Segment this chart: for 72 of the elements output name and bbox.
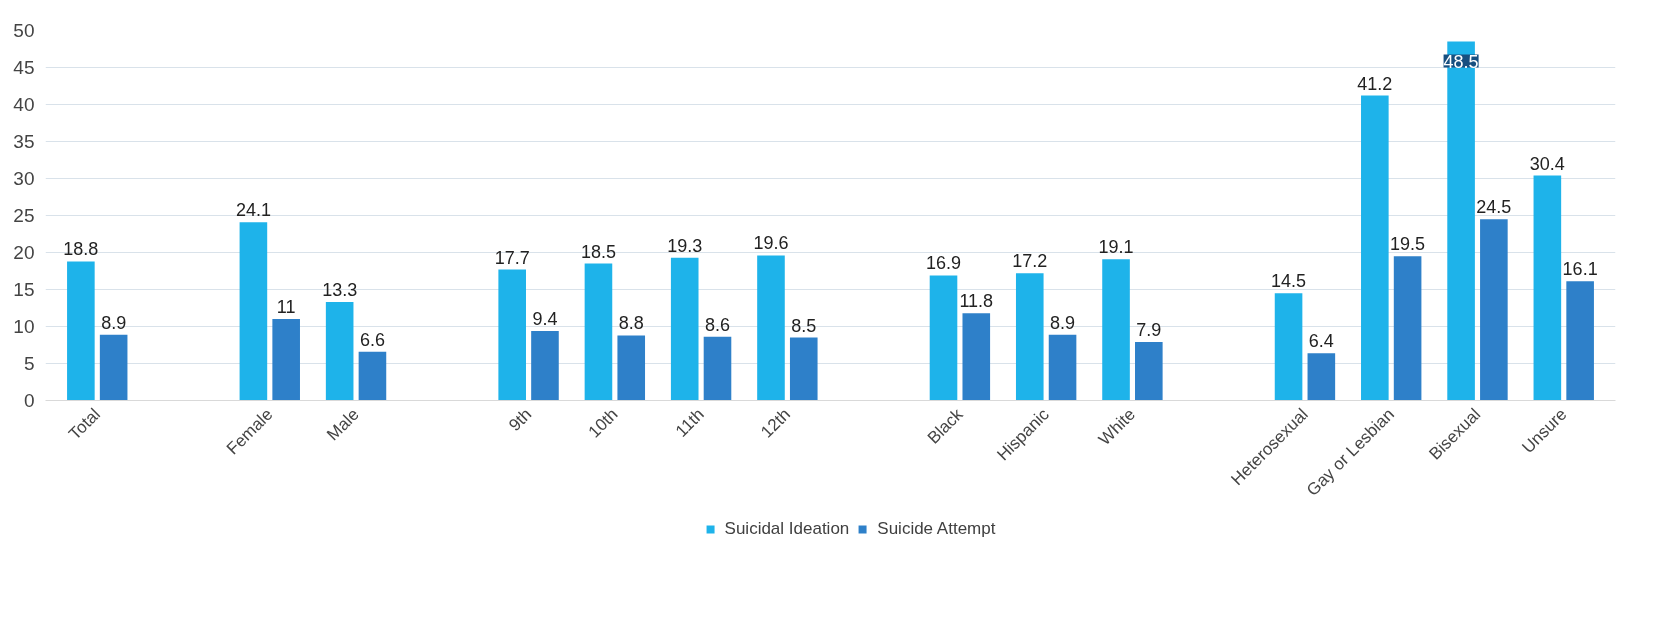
data-label: 11.8 (959, 291, 994, 312)
bar (1135, 342, 1163, 401)
data-label: 8.9 (1050, 312, 1076, 333)
bar (1533, 175, 1562, 401)
y-tick-label: 45 (13, 57, 35, 78)
bar (1048, 334, 1077, 401)
data-label: 17.7 (494, 247, 530, 268)
y-tick-label: 35 (13, 131, 35, 152)
legend-label: Suicidal Ideation (724, 519, 850, 539)
bar (1307, 353, 1336, 401)
bar (617, 335, 646, 401)
x-tick-label: 12th (757, 404, 795, 442)
x-tick-label: 11th (671, 404, 708, 441)
bar (99, 334, 128, 401)
data-label: 41.2 (1357, 73, 1393, 94)
data-label: 8.5 (791, 315, 817, 336)
data-label: 18.5 (580, 241, 616, 262)
data-label: 11 (276, 297, 296, 318)
data-label: 19.3 (667, 235, 703, 256)
bar (1361, 95, 1389, 401)
data-label: 24.1 (235, 200, 271, 221)
bar (929, 275, 958, 401)
bar (757, 255, 785, 401)
bar (1102, 259, 1130, 401)
data-label: 8.6 (704, 314, 731, 335)
bar (670, 257, 699, 401)
bar (1274, 293, 1303, 401)
bar (531, 330, 559, 401)
data-label: 18.8 (63, 239, 99, 260)
data-label: 8.8 (618, 313, 644, 334)
data-label: 6.6 (359, 329, 385, 350)
data-label: 19.5 (1390, 234, 1426, 255)
y-tick-label: 10 (13, 316, 35, 337)
data-label: 17.2 (1012, 251, 1048, 272)
data-label: 7.9 (1136, 320, 1162, 341)
bar (703, 336, 732, 401)
data-label: 9.4 (532, 308, 558, 329)
data-label: 19.6 (753, 233, 789, 254)
bar (498, 269, 526, 401)
y-tick-label: 50 (13, 20, 35, 41)
bar (67, 261, 95, 401)
data-label: 14.5 (1271, 271, 1307, 292)
bar (1015, 273, 1044, 401)
data-label: 30.4 (1529, 153, 1565, 174)
data-label: 16.9 (925, 253, 962, 274)
y-tick-label: 30 (13, 168, 35, 189)
data-label: 48.5 (1443, 51, 1479, 72)
data-label: 19.1 (1098, 237, 1134, 258)
y-tick-label: 20 (13, 242, 35, 263)
bar (962, 313, 991, 401)
bar (1393, 256, 1422, 401)
bar (358, 351, 387, 401)
data-label: 13.3 (322, 280, 358, 301)
data-label: 6.4 (1308, 331, 1334, 352)
bar (325, 302, 354, 401)
bar (272, 319, 300, 401)
data-label: 24.5 (1476, 197, 1512, 218)
bar (1480, 219, 1508, 401)
x-tick-label: 9th (505, 404, 536, 435)
y-tick-label: 25 (13, 205, 35, 226)
bar (584, 263, 613, 401)
y-tick-label: 0 (23, 390, 35, 411)
y-tick-label: 5 (23, 353, 35, 374)
data-label: 16.1 (1562, 259, 1598, 280)
bar (1566, 281, 1594, 401)
legend-label: Suicide Attempt (877, 519, 996, 539)
y-tick-label: 40 (13, 94, 35, 115)
data-label: 8.9 (101, 312, 127, 333)
y-tick-label: 15 (13, 279, 35, 300)
bar (239, 222, 268, 401)
x-tick-label: 10th (584, 404, 622, 442)
bar (789, 337, 818, 401)
